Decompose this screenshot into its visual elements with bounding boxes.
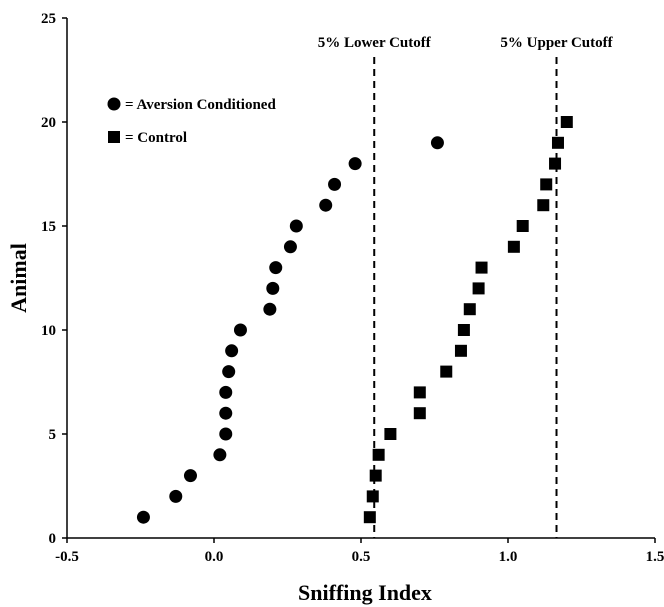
square-point — [366, 490, 379, 503]
circle-point — [169, 489, 183, 503]
circle-point — [225, 344, 239, 358]
legend-label: = Aversion Conditioned — [125, 97, 276, 113]
y-axis-title: Animal — [6, 243, 31, 313]
data-marks — [136, 116, 573, 524]
circle-point — [348, 157, 362, 171]
circle-point — [319, 198, 333, 212]
x-tick-label: -0.5 — [55, 549, 79, 565]
square-point — [413, 407, 426, 420]
cutoff-lines: 5% Lower Cutoff 5% Upper Cutoff — [318, 35, 614, 538]
axes: -0.5 0.0 0.5 1.0 1.5 0 5 10 15 20 25 — [41, 11, 664, 565]
legend: = Aversion Conditioned = Control — [107, 97, 276, 146]
square-point — [372, 448, 385, 461]
legend-square-marker — [108, 131, 120, 143]
square-point — [475, 261, 488, 274]
circle-point — [219, 406, 233, 420]
circle-point — [328, 177, 342, 191]
circle-point — [219, 427, 233, 441]
square-point — [369, 469, 382, 482]
circle-point — [269, 261, 283, 275]
circle-point — [219, 385, 233, 399]
square-point — [540, 178, 553, 191]
x-axis-title: Sniffing Index — [298, 580, 432, 605]
circle-point — [233, 323, 247, 337]
y-tick-label: 0 — [49, 531, 57, 547]
circle-point — [289, 219, 303, 233]
x-tick-label: 1.5 — [646, 549, 664, 565]
square-point — [384, 428, 397, 440]
square-point — [363, 511, 376, 524]
circle-point — [266, 281, 280, 295]
square-point — [537, 199, 550, 212]
square-point — [551, 136, 564, 149]
x-tick-label: 0.0 — [205, 549, 224, 565]
circle-point — [263, 302, 277, 316]
circle-point — [183, 469, 197, 483]
circle-point — [222, 365, 236, 379]
cutoff-label: 5% Lower Cutoff — [318, 35, 432, 51]
square-point — [463, 303, 476, 316]
y-tick-label: 25 — [41, 11, 56, 27]
square-point — [516, 220, 529, 232]
circle-point — [213, 448, 227, 462]
square-point — [507, 240, 520, 253]
square-point — [440, 365, 453, 378]
square-point — [413, 386, 426, 399]
square-point — [454, 344, 467, 357]
square-point — [457, 324, 470, 336]
y-tick-label: 15 — [41, 219, 56, 235]
cutoff-label: 5% Upper Cutoff — [500, 35, 613, 51]
square-point — [549, 157, 562, 170]
legend-circle-marker — [107, 97, 121, 111]
circle-point — [136, 510, 150, 524]
x-tick-label: 1.0 — [499, 549, 518, 565]
circle-point — [283, 240, 297, 254]
y-tick-label: 10 — [41, 323, 56, 339]
x-tick-label: 0.5 — [352, 549, 371, 565]
square-point — [472, 282, 485, 295]
square-point — [560, 116, 573, 128]
y-tick-label: 5 — [49, 427, 57, 443]
y-tick-label: 20 — [41, 115, 56, 131]
legend-label: = Control — [125, 130, 187, 146]
circle-point — [430, 136, 444, 150]
